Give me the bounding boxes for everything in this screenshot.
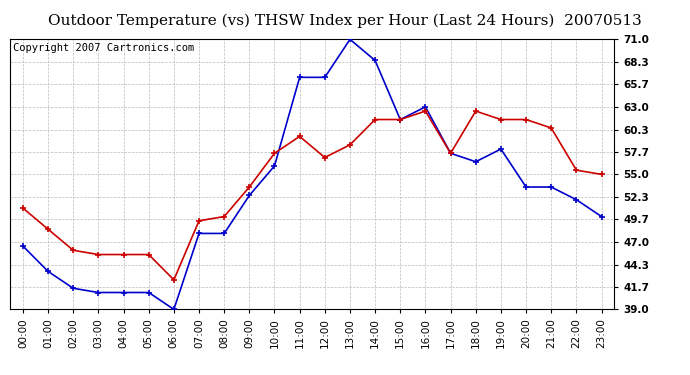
Text: Outdoor Temperature (vs) THSW Index per Hour (Last 24 Hours)  20070513: Outdoor Temperature (vs) THSW Index per … <box>48 13 642 27</box>
Text: Copyright 2007 Cartronics.com: Copyright 2007 Cartronics.com <box>13 44 195 53</box>
